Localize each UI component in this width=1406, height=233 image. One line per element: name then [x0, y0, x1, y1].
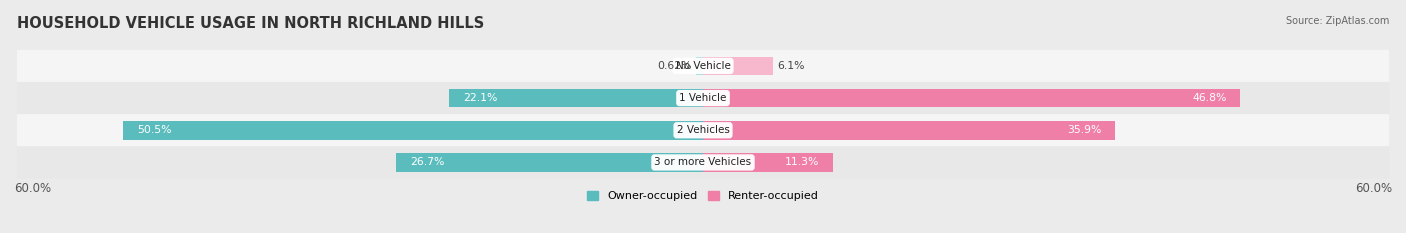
Bar: [703, 121, 1115, 140]
Bar: [450, 89, 703, 107]
Text: 50.5%: 50.5%: [136, 125, 172, 135]
FancyBboxPatch shape: [17, 114, 1389, 146]
Text: 46.8%: 46.8%: [1192, 93, 1226, 103]
Bar: [703, 89, 1240, 107]
FancyBboxPatch shape: [17, 82, 1389, 114]
Text: 6.1%: 6.1%: [778, 61, 806, 71]
Text: 60.0%: 60.0%: [1355, 182, 1392, 195]
Text: 22.1%: 22.1%: [463, 93, 498, 103]
Bar: [124, 121, 703, 140]
Text: Source: ZipAtlas.com: Source: ZipAtlas.com: [1285, 16, 1389, 26]
Text: No Vehicle: No Vehicle: [675, 61, 731, 71]
Text: 2 Vehicles: 2 Vehicles: [676, 125, 730, 135]
Legend: Owner-occupied, Renter-occupied: Owner-occupied, Renter-occupied: [582, 187, 824, 206]
Text: 3 or more Vehicles: 3 or more Vehicles: [654, 158, 752, 168]
Bar: [396, 153, 703, 172]
Bar: [703, 153, 832, 172]
Text: 0.62%: 0.62%: [657, 61, 692, 71]
Text: 35.9%: 35.9%: [1067, 125, 1101, 135]
Text: HOUSEHOLD VEHICLE USAGE IN NORTH RICHLAND HILLS: HOUSEHOLD VEHICLE USAGE IN NORTH RICHLAN…: [17, 16, 484, 31]
Text: 60.0%: 60.0%: [14, 182, 51, 195]
Text: 26.7%: 26.7%: [411, 158, 444, 168]
FancyBboxPatch shape: [17, 50, 1389, 82]
Bar: [703, 57, 773, 75]
Text: 11.3%: 11.3%: [785, 158, 818, 168]
Bar: [696, 57, 703, 75]
Text: 1 Vehicle: 1 Vehicle: [679, 93, 727, 103]
FancyBboxPatch shape: [17, 146, 1389, 178]
